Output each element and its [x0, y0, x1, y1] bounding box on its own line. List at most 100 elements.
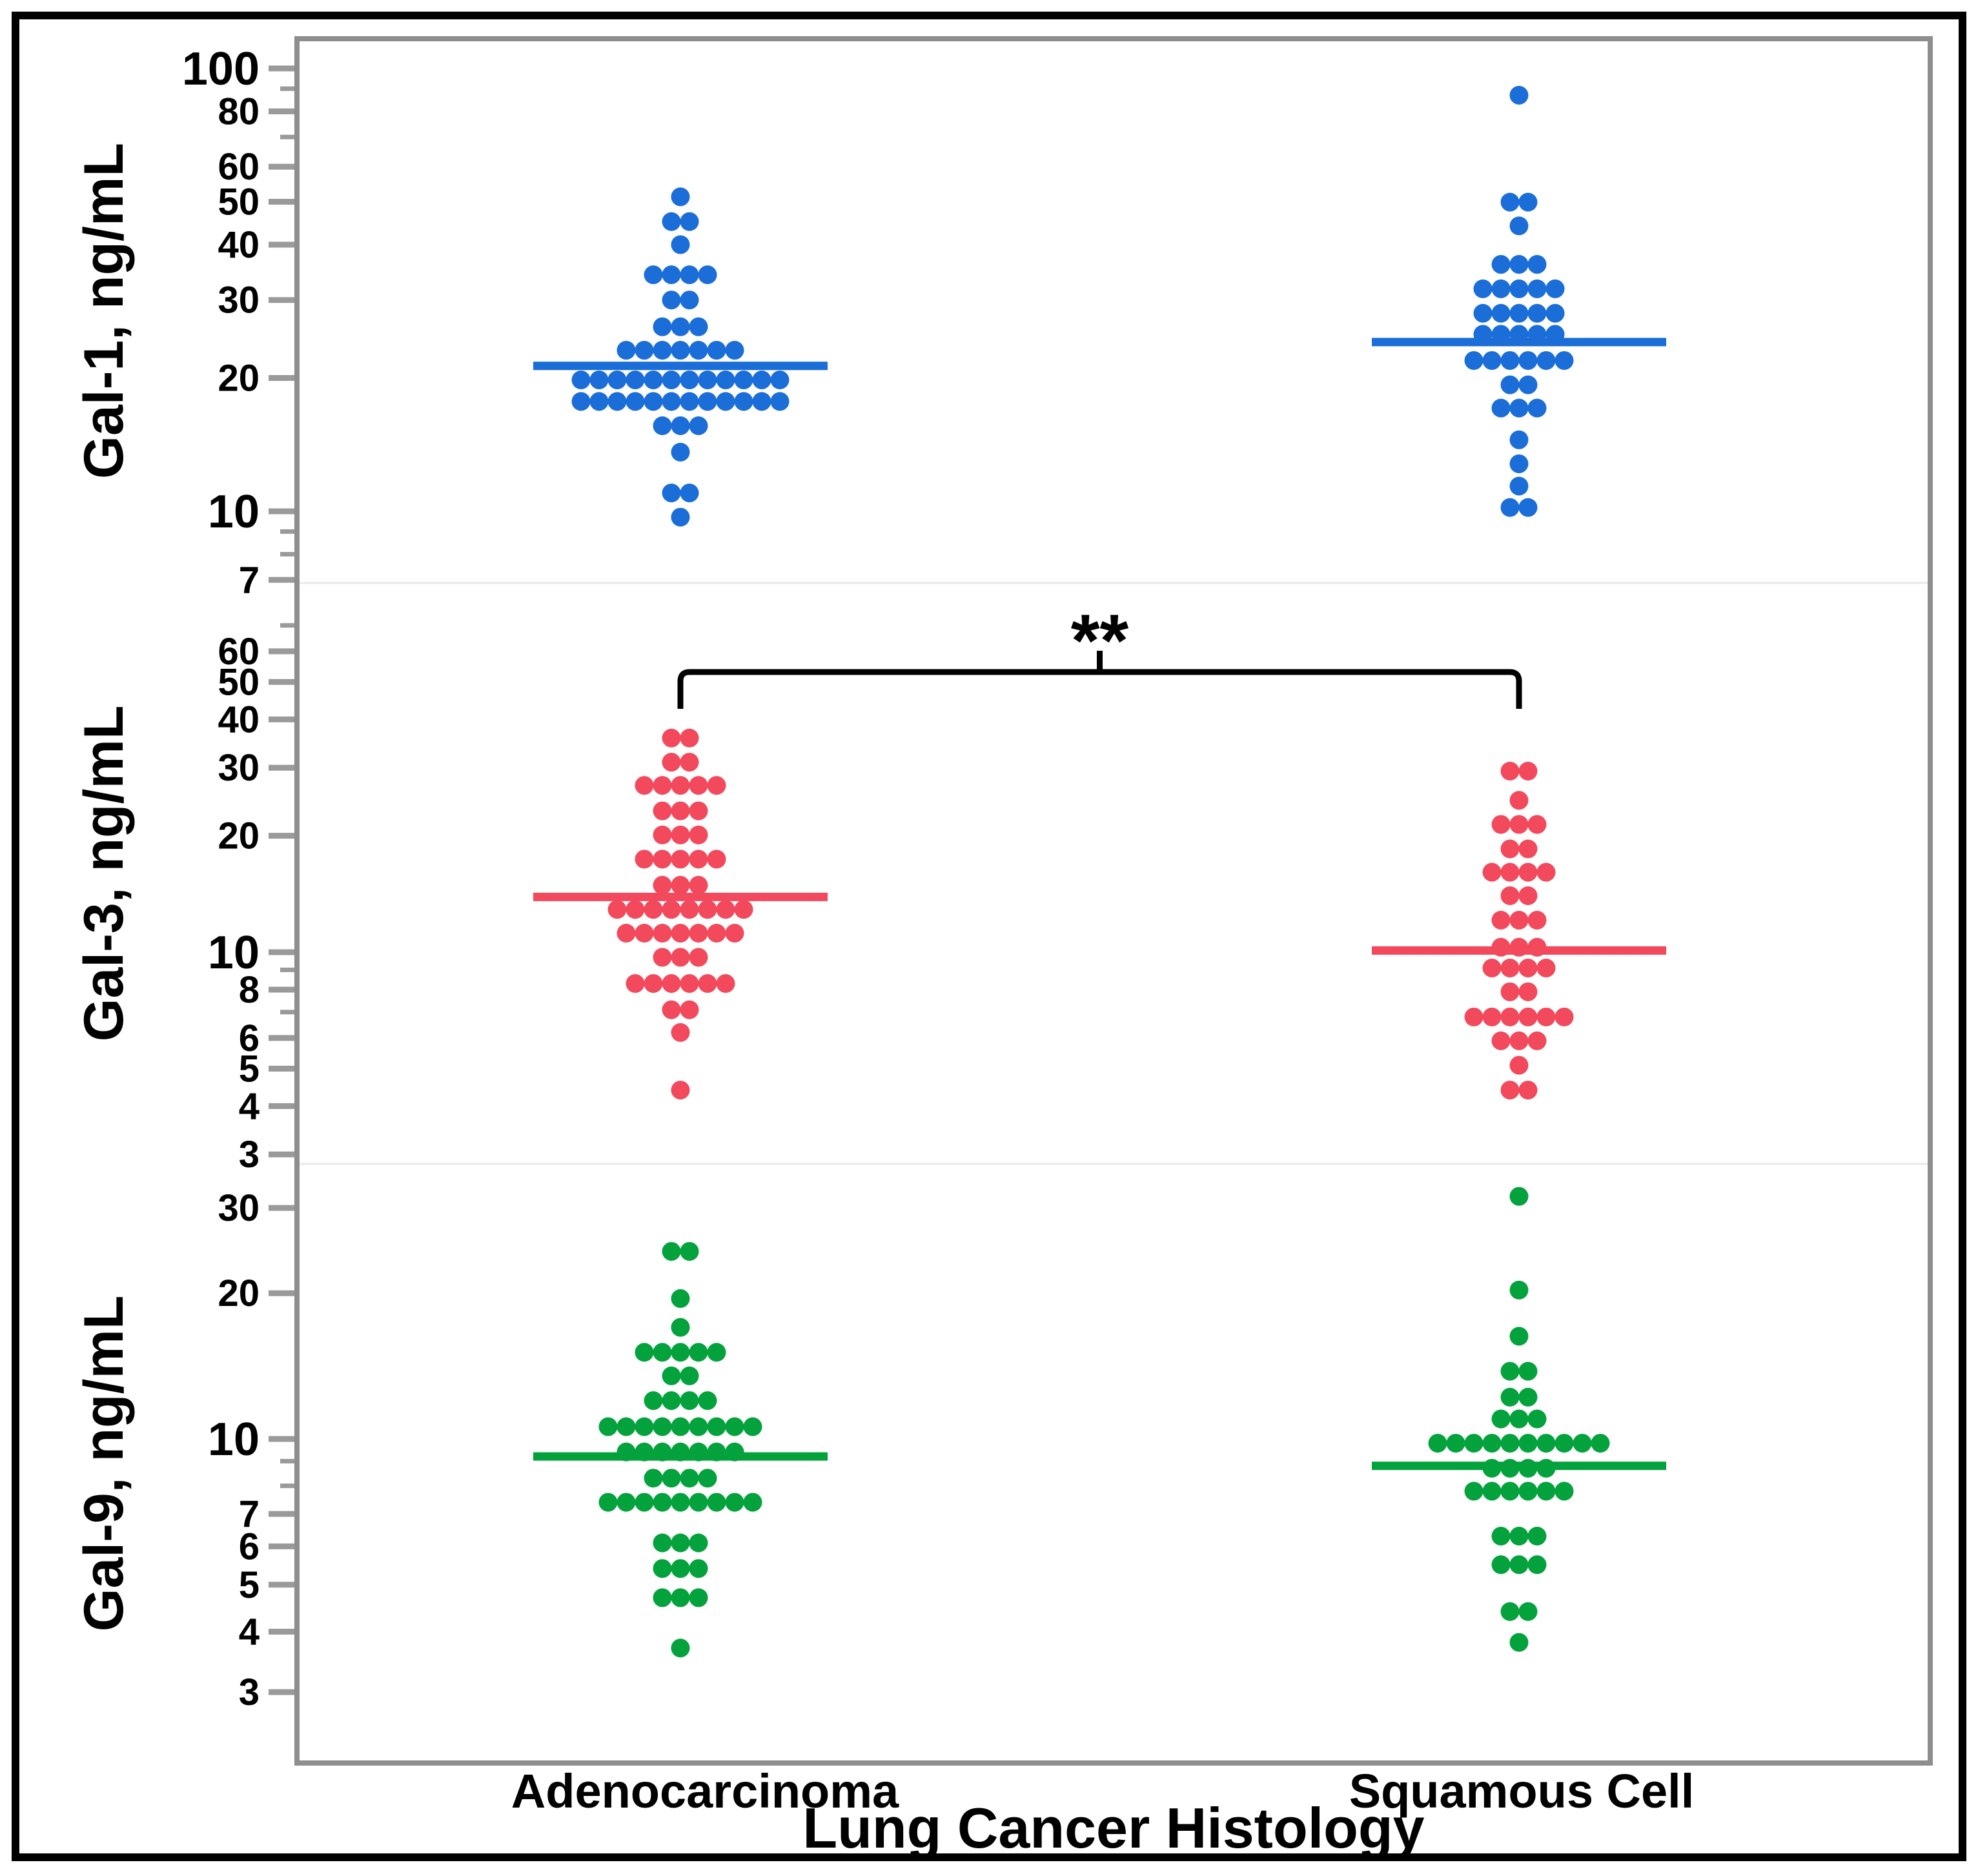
data-dot — [626, 392, 645, 411]
data-dot — [1509, 1055, 1529, 1075]
data-dot — [1500, 982, 1520, 1001]
data-dot — [662, 265, 681, 285]
data-dot — [653, 1533, 672, 1553]
data-dot — [689, 1559, 708, 1578]
data-dot — [1518, 1482, 1538, 1501]
data-dot — [662, 291, 681, 310]
data-dot — [1482, 1007, 1502, 1026]
data-dot — [671, 1343, 690, 1362]
data-dot — [653, 416, 672, 436]
data-dot — [698, 974, 717, 993]
data-dot — [689, 1493, 708, 1512]
data-dot — [734, 392, 753, 411]
y-tick-label: 80 — [218, 90, 260, 132]
data-dot — [1491, 910, 1511, 930]
y-tick-label: 4 — [239, 1611, 260, 1653]
data-dot — [698, 392, 717, 411]
data-dot — [1509, 430, 1529, 449]
y-tick-label: 7 — [239, 1493, 260, 1535]
y-tick-label: 5 — [239, 1048, 260, 1090]
data-dot — [635, 850, 654, 869]
data-dot — [1500, 351, 1520, 370]
data-dot — [1500, 959, 1520, 978]
data-dot — [1446, 1434, 1465, 1453]
plot-border — [294, 36, 1933, 1766]
data-dot — [680, 291, 699, 310]
data-dot — [662, 1241, 681, 1261]
data-dot — [1518, 982, 1538, 1001]
y-tick-label: 30 — [218, 747, 260, 789]
data-dot — [689, 1343, 708, 1362]
data-dot — [662, 484, 681, 503]
data-dot — [707, 1493, 726, 1512]
data-dot — [1518, 1434, 1538, 1453]
data-dot — [1518, 761, 1538, 780]
data-dot — [671, 1289, 690, 1308]
data-dot — [1527, 279, 1547, 298]
data-dot — [617, 924, 636, 943]
data-dot — [689, 416, 708, 436]
data-dot — [743, 1417, 762, 1436]
data-dot — [653, 875, 672, 895]
data-dot — [671, 187, 690, 207]
data-dot — [1500, 1602, 1520, 1621]
data-dot — [607, 392, 627, 411]
data-dot — [671, 341, 690, 360]
data-dot — [662, 974, 681, 993]
data-dot — [571, 370, 591, 389]
figure-border — [12, 12, 1966, 1861]
data-dot — [671, 1081, 690, 1100]
y-tick-label: 30 — [218, 1187, 260, 1229]
data-dot — [644, 900, 663, 919]
data-dot — [1491, 398, 1511, 418]
data-dot — [752, 392, 771, 411]
data-dot — [1527, 255, 1547, 274]
data-dot — [1491, 255, 1511, 274]
data-dot — [680, 265, 699, 285]
data-dot — [607, 900, 627, 919]
data-dot — [689, 1588, 708, 1607]
data-dot — [1536, 351, 1556, 370]
data-dot — [743, 1493, 762, 1512]
y-axis-title-gal3: Gal-3, ng/mL — [73, 706, 135, 1042]
y-tick-label: 10 — [208, 486, 260, 538]
data-dot — [689, 825, 708, 844]
data-dot — [1464, 1482, 1484, 1501]
y-tick-label: 20 — [218, 815, 260, 857]
data-dot — [662, 1469, 681, 1488]
data-dot — [1518, 886, 1538, 905]
data-dot — [1518, 959, 1538, 978]
data-dot — [1500, 192, 1520, 212]
data-dot — [617, 341, 636, 360]
data-dot — [1536, 862, 1556, 882]
data-dot — [707, 924, 726, 943]
data-dot — [653, 801, 672, 821]
data-dot — [644, 974, 663, 993]
data-dot — [589, 392, 609, 411]
data-dot — [680, 753, 699, 772]
y-tick-label: 50 — [218, 661, 260, 703]
data-dot — [725, 341, 744, 360]
data-dot — [653, 825, 672, 844]
data-dot — [671, 875, 690, 895]
y-tick-label: 3 — [239, 1134, 260, 1176]
y-tick-label: 5 — [239, 1564, 260, 1606]
data-dot — [1509, 85, 1529, 105]
data-dot — [1518, 1361, 1538, 1381]
data-dot — [1500, 1007, 1520, 1026]
data-dot — [1518, 498, 1538, 517]
data-dot — [725, 924, 744, 943]
data-dot — [1527, 1031, 1547, 1050]
data-dot — [716, 370, 735, 389]
data-dot — [1509, 476, 1529, 496]
data-dot — [671, 1318, 690, 1337]
data-dot — [1500, 886, 1520, 905]
data-dot — [689, 1533, 708, 1553]
data-dot — [1527, 1555, 1547, 1575]
data-dot — [1518, 1007, 1538, 1026]
data-dot — [671, 1417, 690, 1436]
data-dot — [1500, 862, 1520, 882]
data-dot — [1509, 303, 1529, 323]
